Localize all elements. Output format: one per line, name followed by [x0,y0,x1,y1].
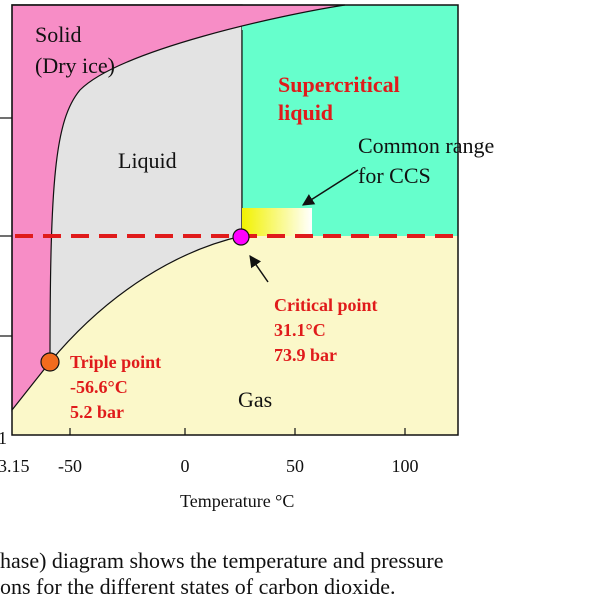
label: Common range [358,133,494,158]
ccs-range [242,208,312,236]
y-tick-label: 1 [0,428,7,448]
label: liquid [278,100,333,125]
label: Liquid [118,148,177,173]
x-axis-label: Temperature °C [180,491,294,511]
ticks [0,117,406,435]
arrow [301,169,359,206]
x-tick-label: 100 [392,456,419,476]
x-tick-label: 3.15 [0,456,30,476]
x-tick-label: 0 [181,456,190,476]
plot-area [0,4,459,436]
label: 73.9 bar [274,345,337,365]
supercritical-region [242,5,458,236]
triple-point-marker [40,352,60,372]
label: 5.2 bar [70,402,124,422]
critical-point-marker [232,228,250,246]
label: 31.1°C [274,320,326,340]
label: (Dry ice) [35,53,115,78]
label: for CCS [358,163,431,188]
plot-frame [11,4,459,436]
label: Gas [238,387,272,412]
caption: ons for the different states of carbon d… [0,574,395,599]
solid-region [11,4,346,412]
label: Solid [35,22,81,47]
label: -56.6°C [70,377,128,397]
caption: hase) diagram shows the temperature and … [0,548,444,573]
arrow [249,255,269,283]
label: Critical point [274,295,378,315]
label: Supercritical [278,72,400,97]
x-tick-label: -50 [58,456,82,476]
label: Triple point [70,352,161,372]
x-tick-label: 50 [286,456,304,476]
